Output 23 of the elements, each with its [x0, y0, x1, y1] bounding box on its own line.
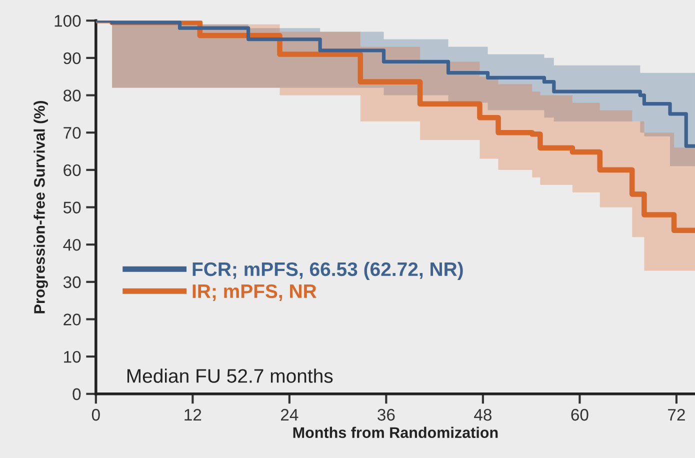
y-tick-label: 30 — [63, 276, 81, 288]
x-tick-label: 24 — [280, 408, 298, 421]
y-tick-label: 20 — [64, 314, 81, 326]
legend-label: IR; mPFS, NR — [192, 284, 316, 301]
y-tick-label: 60 — [64, 164, 81, 176]
annotation: Median FU 52.7 months — [127, 368, 333, 383]
y-tick-label: 40 — [63, 238, 81, 251]
x-tick-label: 36 — [378, 408, 395, 421]
y-tick-label: 100 — [54, 15, 81, 27]
y-tick-label: 10 — [64, 350, 81, 363]
x-tick-label: 48 — [474, 408, 492, 421]
x-axis-title: Months from Randomization — [293, 426, 498, 438]
x-tick-label: 72 — [668, 408, 685, 421]
y-tick-label: 70 — [64, 126, 81, 139]
x-tick-label: 0 — [92, 408, 100, 421]
y-tick-label: 50 — [63, 202, 81, 214]
legend-label: FCR; mPFS, 66.53 (62.72, NR) — [192, 262, 463, 280]
y-axis-title: Progression-free Survival (%) — [34, 101, 48, 314]
y-tick-label: 0 — [72, 388, 81, 400]
y-tick-label: 90 — [64, 52, 81, 64]
x-tick-label: 12 — [184, 408, 202, 421]
x-tick-label: 60 — [571, 408, 588, 421]
y-tick-label: 80 — [64, 90, 81, 102]
